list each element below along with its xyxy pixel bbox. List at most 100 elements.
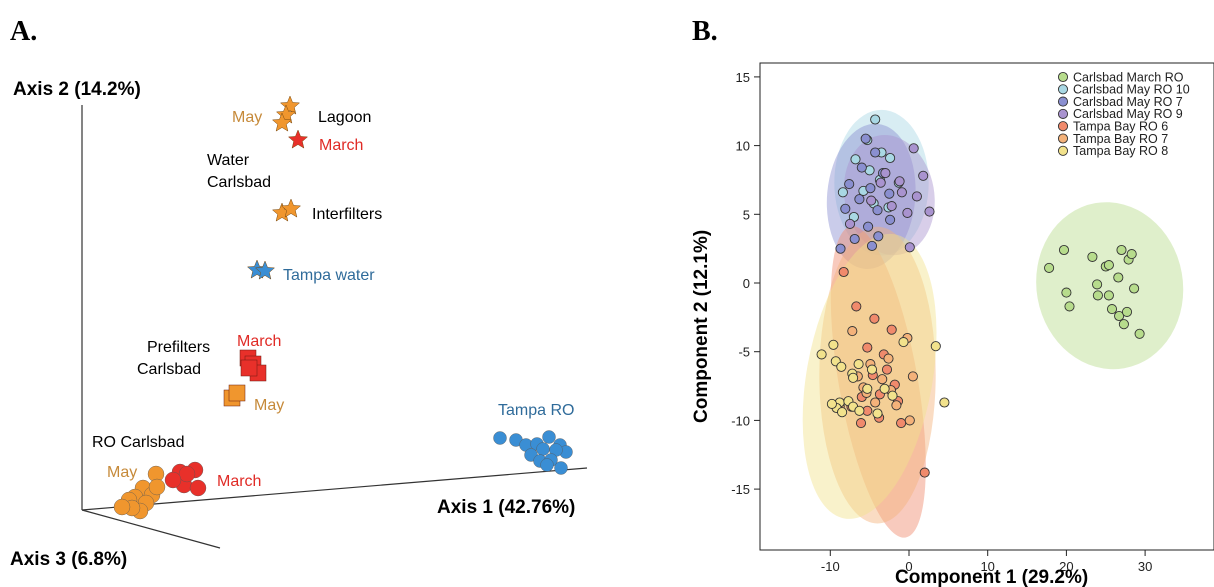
axis1-title: Axis 1 (42.76%): [437, 497, 575, 518]
axis3-line: [81, 509, 221, 549]
legend-swatch-1: [1057, 84, 1069, 95]
point-series-2-1: [870, 147, 881, 158]
panel-b-y-title: Component 2 (12.1%): [691, 230, 712, 423]
y-tick-label-4: -5: [738, 345, 750, 360]
point-series-2-8: [872, 205, 883, 216]
label-may-lagoon: May: [232, 109, 262, 126]
point-series-4-17: [881, 364, 893, 375]
marker-star-1-0: [287, 129, 309, 149]
point-series-2-7: [854, 194, 865, 205]
x-tick-label-4: 30: [1138, 559, 1152, 574]
point-series-0-0: [1044, 262, 1055, 273]
label-tampa-ro: Tampa RO: [498, 402, 574, 419]
point-series-2-0: [860, 133, 871, 144]
legend-label-2: Carlsbad May RO 7: [1073, 95, 1183, 109]
point-series-0-17: [1134, 328, 1145, 339]
point-series-3-5: [911, 191, 922, 202]
point-series-2-12: [849, 233, 860, 245]
label-march-ro: March: [217, 473, 261, 490]
point-series-2-14: [866, 240, 878, 251]
point-series-2-5: [865, 183, 876, 194]
point-series-5-0: [847, 326, 858, 337]
label-lagoon: Lagoon: [318, 109, 371, 126]
y-tick-label-2: 5: [743, 207, 750, 222]
label-may-ro: May: [107, 464, 137, 481]
y-tick-label-0: 15: [736, 70, 750, 85]
point-series-6-18: [939, 397, 950, 408]
point-series-6-13: [837, 407, 848, 418]
panel-b-x-title: Component 1 (29.2%): [895, 567, 1088, 587]
point-series-2-4: [844, 179, 855, 190]
panel-b-ellipses: [802, 109, 1184, 538]
point-series-0-16: [1129, 283, 1140, 294]
label-interfilters: Interfilters: [312, 206, 382, 223]
point-series-2-2: [856, 162, 867, 173]
point-series-4-3: [886, 324, 897, 335]
panel-a-letter: A.: [10, 16, 37, 47]
point-series-6-0: [828, 339, 839, 350]
point-series-0-2: [1061, 287, 1072, 298]
legend-swatch-6: [1057, 145, 1069, 156]
panel-b-pca-plot: B. -10 0 10 20 30 15 10 5 0 -5 -10 -15 Component 1…: [691, 16, 1214, 587]
point-series-6-17: [898, 337, 909, 348]
point-series-0-5: [1092, 279, 1103, 290]
axis3-title: Axis 3 (6.8%): [10, 549, 127, 570]
point-series-3-10: [844, 218, 856, 229]
marker-circle-8-3: [189, 479, 207, 497]
legend-swatch-3: [1057, 108, 1069, 119]
point-series-3-1: [894, 176, 905, 187]
label-may-prefilters: May: [254, 397, 284, 414]
x-tick-label-2: 10: [980, 559, 994, 574]
point-series-3-7: [886, 201, 897, 212]
legend-label-5: Tampa Bay RO 7: [1073, 132, 1168, 146]
point-series-6-4: [853, 359, 864, 370]
legend-swatch-0: [1057, 71, 1069, 83]
marker-circle-6-0: [493, 431, 507, 445]
marker-star-0-2: [271, 112, 293, 132]
axis2-title: Axis 2 (14.2%): [13, 79, 141, 100]
label-carlsbad-water: Carlsbad: [207, 174, 271, 191]
point-series-0-10: [1114, 310, 1125, 322]
legend-label-3: Carlsbad May RO 9: [1073, 107, 1183, 121]
legend-swatch-2: [1057, 96, 1069, 107]
marker-circle-6-4: [542, 430, 556, 444]
x-tick-label-3: 20: [1059, 559, 1073, 574]
point-series-4-14: [896, 418, 907, 429]
ellipse-series-0: [1036, 202, 1184, 370]
axis1-line: [81, 467, 588, 511]
point-series-3-8: [902, 207, 913, 218]
label-prefilters: Prefilters: [147, 339, 210, 356]
panel-b-letter: B.: [692, 16, 718, 47]
point-series-3-6: [924, 206, 935, 217]
point-series-0-13: [1121, 306, 1133, 317]
point-series-0-8: [1103, 290, 1114, 301]
marker-circle-6-13: [540, 458, 554, 472]
marker-circle-7-9: [113, 498, 131, 516]
point-series-0-1: [1058, 244, 1070, 256]
point-series-6-3: [836, 361, 847, 372]
marker-circle-6-12: [554, 461, 568, 475]
label-tampa-water: Tampa water: [283, 267, 375, 284]
legend-label-4: Tampa Bay RO 6: [1073, 120, 1168, 134]
legend-label-0: Carlsbad March RO: [1073, 70, 1184, 84]
legend-label-6: Tampa Bay RO 8: [1073, 144, 1168, 158]
point-series-0-3: [1064, 301, 1075, 312]
point-series-2-6: [884, 188, 895, 199]
point-series-0-18: [1106, 304, 1118, 315]
point-series-6-19: [930, 341, 941, 352]
point-series-1-9: [837, 187, 848, 198]
point-series-3-0: [880, 168, 891, 179]
point-series-6-21: [872, 408, 883, 419]
y-tick-label-1: 10: [736, 139, 750, 154]
x-tick-label-0: -10: [821, 559, 840, 574]
point-series-0-11: [1116, 244, 1127, 256]
marker-star-3-1: [254, 260, 276, 280]
point-series-3-9: [866, 195, 877, 206]
point-series-5-9: [870, 397, 881, 408]
panel-b-points: [816, 114, 1145, 478]
y-tick-label-5: -10: [731, 413, 750, 428]
point-series-3-2: [908, 143, 919, 154]
point-series-0-12: [1118, 319, 1129, 330]
label-march-prefilters: March: [237, 333, 281, 350]
